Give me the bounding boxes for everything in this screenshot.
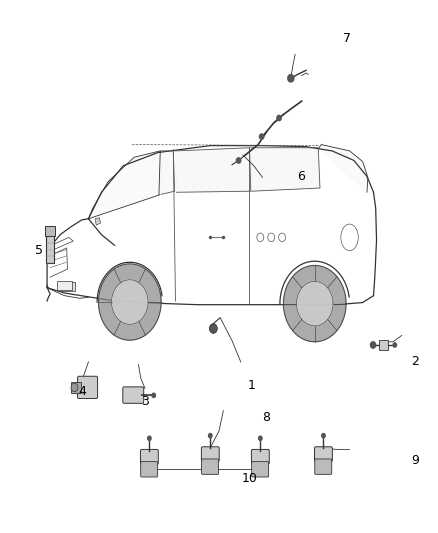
Polygon shape	[319, 144, 368, 192]
Circle shape	[288, 75, 294, 82]
FancyBboxPatch shape	[201, 447, 219, 462]
Polygon shape	[160, 151, 175, 195]
Polygon shape	[99, 264, 161, 340]
Bar	[71, 382, 81, 393]
Circle shape	[259, 134, 264, 139]
Text: 7: 7	[343, 32, 351, 45]
Circle shape	[148, 436, 151, 440]
Bar	[45, 227, 55, 236]
Bar	[57, 281, 72, 290]
Text: 3: 3	[141, 395, 149, 408]
Text: 2: 2	[411, 356, 419, 368]
Circle shape	[152, 393, 155, 398]
FancyBboxPatch shape	[201, 459, 219, 474]
Text: 6: 6	[297, 170, 305, 183]
FancyBboxPatch shape	[315, 459, 332, 474]
Circle shape	[393, 343, 396, 347]
Bar	[46, 233, 54, 263]
FancyBboxPatch shape	[252, 462, 268, 477]
Bar	[379, 340, 389, 350]
Polygon shape	[88, 151, 160, 219]
FancyBboxPatch shape	[141, 449, 158, 464]
Circle shape	[71, 383, 78, 392]
Text: 4: 4	[78, 385, 86, 398]
Circle shape	[258, 436, 262, 440]
Circle shape	[322, 433, 325, 438]
Text: 8: 8	[262, 411, 271, 424]
Polygon shape	[176, 148, 251, 192]
Text: 10: 10	[241, 472, 258, 485]
FancyBboxPatch shape	[78, 376, 98, 399]
FancyBboxPatch shape	[314, 447, 332, 462]
Polygon shape	[283, 265, 346, 342]
Circle shape	[237, 158, 241, 163]
Polygon shape	[112, 280, 148, 324]
FancyBboxPatch shape	[141, 462, 158, 477]
Bar	[61, 282, 74, 292]
Polygon shape	[95, 217, 101, 225]
Text: 5: 5	[35, 244, 43, 257]
Text: 9: 9	[411, 454, 419, 466]
Polygon shape	[251, 148, 320, 191]
Polygon shape	[297, 281, 333, 326]
FancyBboxPatch shape	[123, 387, 144, 403]
Circle shape	[208, 433, 212, 438]
Text: 1: 1	[247, 379, 255, 392]
FancyBboxPatch shape	[251, 449, 269, 464]
Circle shape	[371, 342, 376, 348]
Circle shape	[209, 324, 217, 333]
Circle shape	[277, 115, 281, 120]
